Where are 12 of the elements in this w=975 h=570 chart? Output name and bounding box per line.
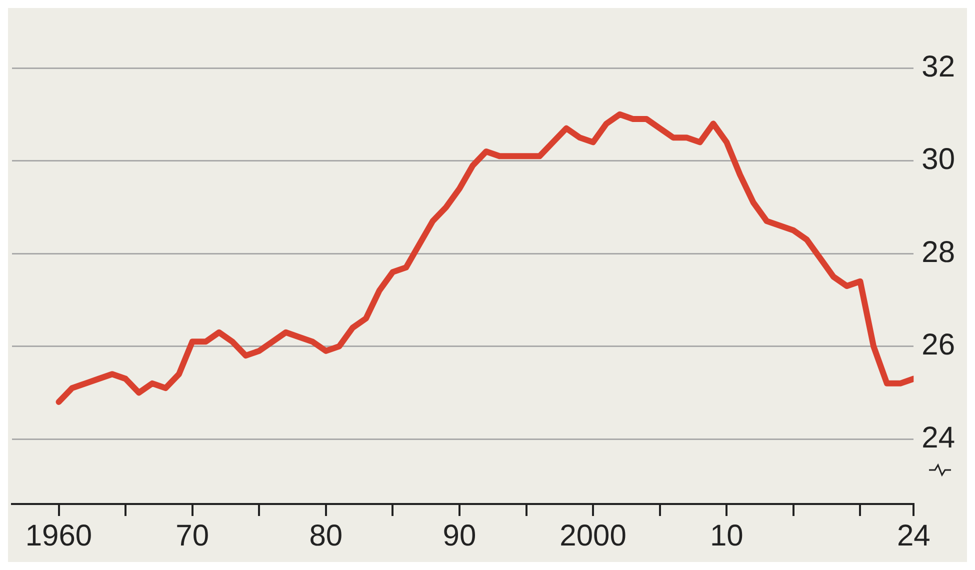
x-tick-label: 80 [309,519,343,552]
y-tick-label: 26 [922,328,956,362]
x-tick-label: 10 [710,519,744,552]
x-tick-label: 1960 [25,519,92,552]
x-tick-label: 90 [442,519,476,552]
x-tick-label: 70 [176,519,210,552]
y-tick-label: 28 [922,236,956,269]
y-tick-label: 30 [922,143,956,176]
x-tick-label: 2000 [560,519,626,552]
x-tick-label: 24 [896,519,930,552]
y-tick-label: 24 [922,421,956,454]
y-tick-label: 32 [922,50,956,84]
